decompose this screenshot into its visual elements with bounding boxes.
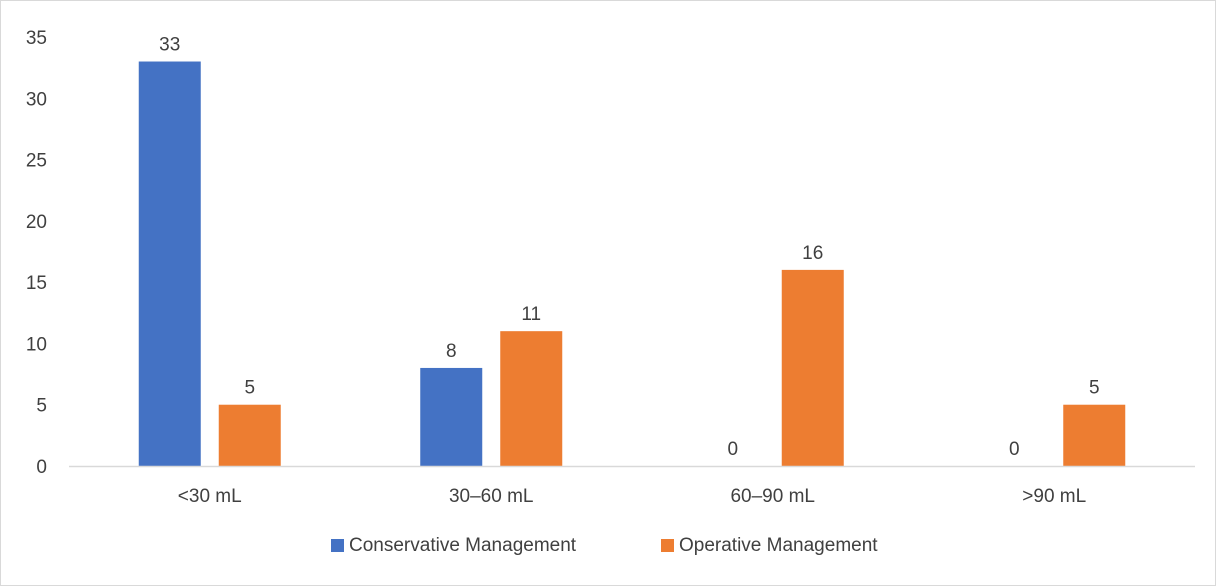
bar — [138, 61, 201, 467]
x-tick-label: 30–60 mL — [449, 486, 534, 507]
legend-label: Conservative Management — [349, 535, 577, 556]
y-tick-label: 0 — [36, 457, 47, 478]
bar — [1063, 404, 1126, 466]
data-label: 5 — [244, 378, 255, 399]
x-tick-label: >90 mL — [1022, 486, 1086, 507]
bar — [420, 367, 483, 466]
bars — [138, 61, 1126, 467]
data-label: 0 — [1009, 439, 1020, 460]
y-tick-label: 30 — [26, 89, 47, 110]
y-tick-label: 20 — [26, 212, 47, 233]
data-label: 33 — [159, 35, 180, 56]
data-labels: 33 5 8 11 0 16 0 5 — [159, 35, 1099, 460]
data-label: 0 — [727, 439, 738, 460]
legend-label: Operative Management — [679, 535, 878, 556]
data-label: 11 — [521, 304, 541, 325]
x-axis-ticks: <30 mL 30–60 mL 60–90 mL >90 mL — [178, 486, 1086, 507]
data-label: 8 — [446, 341, 457, 362]
legend: Conservative Management Operative Managem… — [331, 535, 878, 556]
data-label: 16 — [802, 243, 823, 264]
y-tick-label: 15 — [26, 273, 47, 294]
bar — [781, 269, 844, 466]
x-tick-label: <30 mL — [178, 486, 242, 507]
bar — [500, 331, 563, 466]
legend-swatch — [661, 539, 674, 552]
legend-swatch — [331, 539, 344, 552]
y-tick-label: 10 — [26, 334, 47, 355]
x-tick-label: 60–90 mL — [730, 486, 815, 507]
y-axis-ticks: 0 5 10 15 20 25 30 35 — [26, 28, 47, 478]
y-tick-label: 35 — [26, 28, 47, 49]
y-tick-label: 25 — [26, 151, 47, 172]
y-tick-label: 5 — [36, 396, 47, 417]
bar — [218, 404, 281, 466]
data-label: 5 — [1089, 378, 1100, 399]
